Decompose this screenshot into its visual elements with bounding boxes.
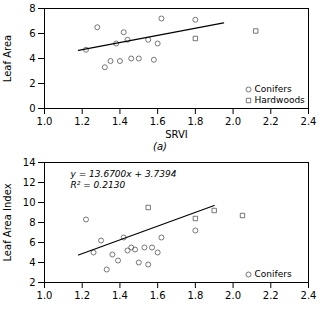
svg-text:2.4: 2.4 xyxy=(301,116,317,127)
svg-text:4: 4 xyxy=(29,53,35,64)
svg-text:1.0: 1.0 xyxy=(37,116,53,127)
svg-text:1.6: 1.6 xyxy=(150,290,166,301)
svg-text:1.4: 1.4 xyxy=(112,290,128,301)
svg-text:10: 10 xyxy=(23,197,36,208)
svg-text:1.8: 1.8 xyxy=(187,116,203,127)
svg-text:14: 14 xyxy=(23,157,36,168)
svg-text:1.4: 1.4 xyxy=(112,116,128,127)
svg-text:2.2: 2.2 xyxy=(263,116,279,127)
svg-text:SRVI: SRVI xyxy=(165,129,188,140)
svg-text:Hardwoods: Hardwoods xyxy=(255,95,306,105)
svg-text:12: 12 xyxy=(23,177,36,188)
svg-text:8: 8 xyxy=(29,3,35,14)
svg-text:0: 0 xyxy=(29,103,35,114)
svg-text:2.2: 2.2 xyxy=(263,290,279,301)
html-text:(a): (a) xyxy=(153,141,167,152)
svg-text:1.0: 1.0 xyxy=(37,290,53,301)
svg-text:4: 4 xyxy=(29,257,35,268)
svg-text:1.2: 1.2 xyxy=(74,116,90,127)
svg-text:2.4: 2.4 xyxy=(301,290,317,301)
svg-text:1.8: 1.8 xyxy=(187,290,203,301)
svg-text:R² = 0.2130: R² = 0.2130 xyxy=(71,180,126,190)
svg-text:2: 2 xyxy=(29,78,35,89)
svg-text:2.0: 2.0 xyxy=(225,116,241,127)
svg-text:8: 8 xyxy=(29,217,35,228)
svg-text:2.0: 2.0 xyxy=(225,290,241,301)
svg-text:y = 13.6700x + 3.7394: y = 13.6700x + 3.7394 xyxy=(70,169,177,179)
svg-text:6: 6 xyxy=(29,237,35,248)
svg-text:Leaf Area Index: Leaf Area Index xyxy=(2,183,13,261)
svg-text:1.6: 1.6 xyxy=(150,116,166,127)
svg-text:6: 6 xyxy=(29,28,35,39)
svg-text:Conifers: Conifers xyxy=(255,269,292,279)
svg-text:Leaf Area: Leaf Area xyxy=(2,35,13,82)
svg-text:1.2: 1.2 xyxy=(74,290,90,301)
svg-text:2: 2 xyxy=(29,277,35,288)
svg-text:Conifers: Conifers xyxy=(255,84,292,94)
